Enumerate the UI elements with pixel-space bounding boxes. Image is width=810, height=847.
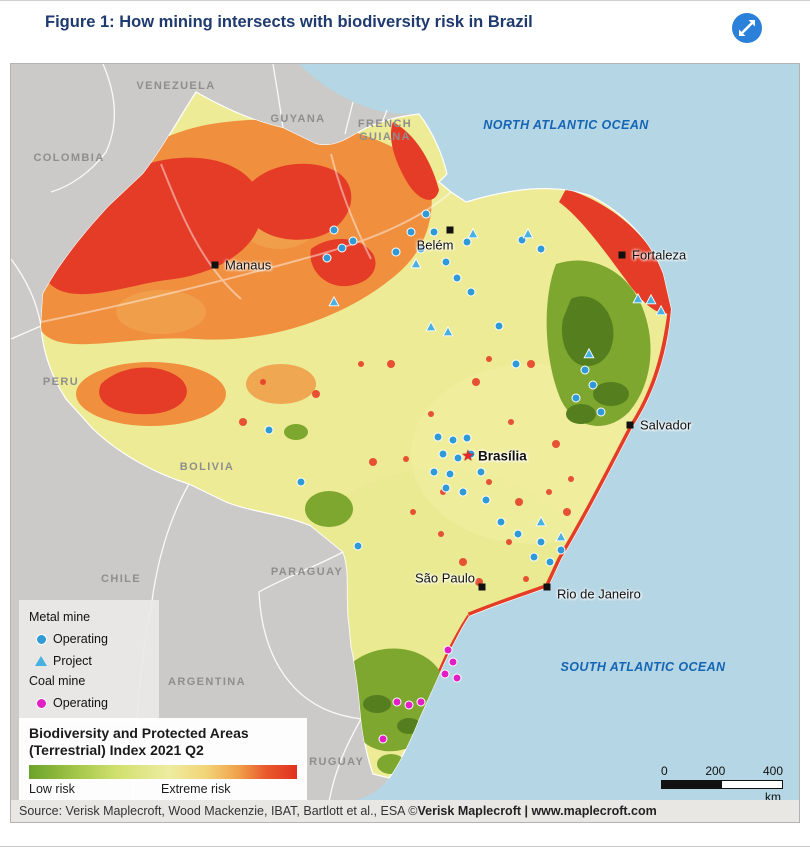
legend-row-metal-project: Project [29,650,151,672]
metal-mine-project-marker [555,530,567,542]
metal-mine-operating-marker [264,425,274,435]
coal-mine-operating-marker [443,645,453,655]
coal-mine-operating-marker [404,700,414,710]
metal-mine-operating-marker [348,236,358,246]
metal-mine-operating-marker [481,495,491,505]
metal-mine-project-marker [442,325,454,337]
metal-mine-operating-marker [556,545,566,555]
metal-mine-operating-marker [580,365,590,375]
coal-mine-operating-marker [452,673,462,683]
coal-mine-operating-marker [416,697,426,707]
scale-bar-segments [661,780,783,789]
metal-mine-operating-marker [433,432,443,442]
metal-mine-operating-marker [494,321,504,331]
metal-mine-operating-marker [596,407,606,417]
extreme-risk-label: Extreme risk [161,782,231,796]
metal-mine-operating-marker [438,449,448,459]
metal-mine-operating-marker [571,393,581,403]
metal-mine-project-marker [467,227,479,239]
scale-bar: 0 200 400 km [661,764,783,804]
metal-mine-project-marker [425,320,437,332]
metal-mine-operating-marker [429,467,439,477]
source-text-bold: Verisk Maplecroft | www.maplecroft.com [417,804,657,818]
metal-mine-operating-marker [588,380,598,390]
metal-project-triangle-icon [29,656,53,666]
expand-button[interactable] [732,13,762,43]
metal-mine-operating-marker [462,237,472,247]
metal-mine-project-marker [645,293,657,305]
coal-mine-operating-marker [392,697,402,707]
metal-mine-project-marker [328,295,340,307]
metal-mine-operating-marker [536,244,546,254]
metal-operating-dot-icon [29,633,53,645]
metal-mine-operating-marker [416,244,426,254]
metal-mine-operating-marker [391,247,401,257]
map-canvas [11,64,799,802]
metal-mine-operating-marker [458,487,468,497]
metal-mine-operating-marker [453,453,463,463]
mine-marker-layer [264,209,667,744]
metal-mine-project-marker [655,304,667,316]
metal-mine-operating-marker [496,517,506,527]
metal-mine-operating-marker [452,273,462,283]
metal-mine-operating-marker [296,477,306,487]
coal-mine-operating-marker [448,657,458,667]
river-lines [41,153,452,323]
scale-tick-200: 200 [705,764,726,778]
metal-mine-operating-marker [448,435,458,445]
figure-header: Figure 1: How mining intersects with bio… [45,13,725,32]
metal-mine-operating-marker [462,433,472,443]
metal-mine-operating-marker [329,225,339,235]
metal-mine-operating-marker [337,243,347,253]
biodiversity-legend: Biodiversity and Protected Areas (Terres… [19,718,307,806]
metal-mine-project-marker [410,257,422,269]
metal-operating-label: Operating [53,632,108,646]
metal-mine-operating-marker [429,227,439,237]
source-text: Source: Verisk Maplecroft, Wood Mackenzi… [19,804,418,818]
metal-mine-operating-marker [476,467,486,477]
risk-gradient-bar [29,765,297,779]
coal-mine-operating-marker [378,734,388,744]
coal-operating-dot-icon [29,697,53,709]
metal-mine-project-marker [583,347,595,359]
biodiversity-legend-title-line1: Biodiversity and Protected Areas [29,725,249,741]
metal-mine-operating-marker [466,449,476,459]
metal-mine-operating-marker [511,359,521,369]
coal-mine-header: Coal mine [29,674,86,688]
coal-operating-label: Operating [53,696,108,710]
metal-mine-operating-marker [529,552,539,562]
legend-row-coal-operating: Operating [29,692,151,714]
figure-title: Figure 1: How mining intersects with bio… [45,13,533,31]
mine-legend: Metal mine Operating Project Coal mine O… [19,600,159,724]
metal-mine-project-marker [632,292,644,304]
brazil-biodiversity-map[interactable]: VENEZUELA GUYANA FRENCH GUIANA COLOMBIA PERU B… [10,63,800,823]
metal-mine-operating-marker [466,287,476,297]
metal-mine-project-marker [522,227,534,239]
metal-mine-operating-marker [406,227,416,237]
biodiversity-legend-title-line2: (Terrestrial) Index 2021 Q2 [29,742,204,758]
metal-mine-operating-marker [441,483,451,493]
metal-mine-operating-marker [353,541,363,551]
metal-mine-operating-marker [513,529,523,539]
metal-mine-operating-marker [322,253,332,263]
metal-mine-header: Metal mine [29,610,91,624]
low-risk-label: Low risk [29,782,75,796]
metal-mine-operating-marker [441,257,451,267]
scale-tick-400: 400 [762,764,783,778]
legend-row-metal-operating: Operating [29,628,151,650]
coal-mine-operating-marker [440,669,450,679]
expand-arrows-icon [739,20,755,36]
metal-mine-operating-marker [545,557,555,567]
metal-project-label: Project [53,654,92,668]
metal-mine-operating-marker [445,469,455,479]
metal-mine-project-marker [535,515,547,527]
source-attribution: Source: Verisk Maplecroft, Wood Mackenzi… [11,800,799,822]
metal-mine-operating-marker [421,209,431,219]
scale-tick-0: 0 [661,764,668,778]
metal-mine-operating-marker [536,537,546,547]
